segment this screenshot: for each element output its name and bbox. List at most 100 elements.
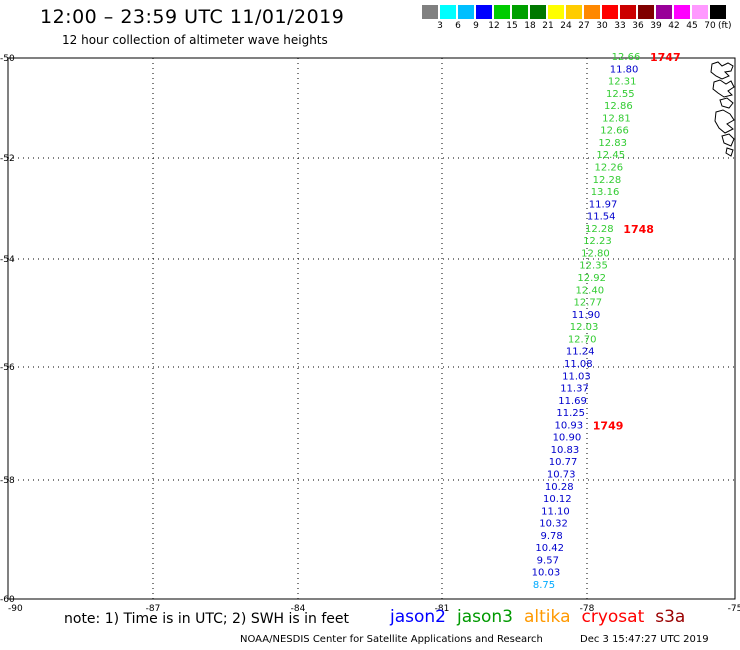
legend-item-altika: altika: [524, 607, 571, 627]
pass-id-label: 1748: [623, 223, 654, 236]
wave-height-label: 10.83: [551, 445, 580, 456]
wave-height-label: 12.35: [579, 261, 608, 272]
colorbar-label: 9: [473, 21, 479, 31]
colorbar-swatch: [512, 5, 528, 19]
wave-height-label: 8.75: [533, 580, 555, 591]
pass-id-label: 1747: [650, 51, 681, 64]
colorbar-swatch: [602, 5, 618, 19]
colorbar-swatch: [458, 5, 474, 19]
wave-height-label: 12.26: [595, 163, 624, 174]
wave-height-label: 13.16: [591, 187, 620, 198]
map-grid: [7, 57, 736, 600]
colorbar-label: 39: [650, 21, 662, 31]
wave-height-label: 11.03: [562, 371, 591, 382]
wave-height-label: 11.90: [572, 310, 601, 321]
coastline-segment: [712, 79, 735, 98]
colorbar-swatch: [440, 5, 456, 19]
wave-height-label: 12.92: [577, 273, 606, 284]
wave-height-label: 11.24: [566, 347, 595, 358]
wave-height-label: 10.12: [543, 494, 572, 505]
wave-height-label: 10.73: [547, 469, 576, 480]
wave-height-label: 12.81: [602, 113, 631, 124]
colorbar-label: 27: [578, 21, 590, 31]
colorbar-swatch: [620, 5, 636, 19]
wave-height-label: 11.80: [610, 64, 639, 75]
colorbar-label: 33: [614, 21, 626, 31]
wave-height-label: 9.57: [537, 555, 559, 566]
coastline-segment: [721, 133, 735, 147]
note-text: note: 1) Time is in UTC; 2) SWH is in fe…: [64, 611, 350, 627]
wave-height-label: 10.28: [545, 482, 574, 493]
colorbar-swatch: [530, 5, 546, 19]
wave-height-label: 11.08: [564, 359, 593, 370]
map-tick-labels: -90 -87 -84 -81 -78 -75 -50 -52 -54 -56 -58 -60: [0, 54, 740, 614]
wave-height-label: 12.03: [570, 322, 599, 333]
lon-tick-label: -87: [146, 604, 161, 614]
lon-tick-label: -84: [291, 604, 306, 614]
colorbar-swatch: [584, 5, 600, 19]
colorbar-swatch: [548, 5, 564, 19]
colorbar-label: 3: [437, 21, 443, 31]
wave-height-label: 11.10: [541, 506, 570, 517]
wave-height-label: 12.23: [583, 236, 612, 247]
colorbar-label: 70: [704, 21, 716, 31]
wave-height-label: 12.31: [608, 77, 637, 88]
colorbar-label: 12: [488, 21, 500, 31]
colorbar-swatch: [656, 5, 672, 19]
wave-height-label: 12.77: [574, 298, 603, 309]
wave-height-label: 11.37: [560, 384, 589, 395]
wave-height-label: 12.40: [575, 285, 604, 296]
coastline-south-america: [710, 61, 735, 157]
colorbar-label: 6: [455, 21, 461, 31]
wave-height-label: 11.54: [587, 212, 616, 223]
footer-timestamp: Dec 3 15:47:27 UTC 2019: [580, 634, 709, 645]
colorbar-swatch: [566, 5, 582, 19]
lon-tick-label: -90: [8, 604, 23, 614]
colorbar-swatch: [494, 5, 510, 19]
colorbar-swatch: [692, 5, 708, 19]
wave-height-label: 11.97: [589, 199, 618, 210]
wave-height-label: 12.86: [604, 101, 633, 112]
satellite-track: 12.6611.8012.3112.5512.8612.8112.6612.83…: [532, 51, 681, 591]
colorbar: [422, 5, 728, 19]
colorbar-label: 18: [524, 21, 536, 31]
wave-height-label: 12.66: [612, 52, 641, 63]
colorbar-swatch: [422, 5, 438, 19]
map-frame: [7, 57, 736, 600]
lat-tick-label: -50: [0, 54, 15, 64]
satellite-legend: jason2 jason3 altika cryosat s3a: [390, 607, 696, 627]
colorbar-swatch: [476, 5, 492, 19]
wave-height-label: 10.77: [549, 457, 578, 468]
page-subtitle: 12 hour collection of altimeter wave hei…: [62, 33, 328, 47]
colorbar-label: 45: [686, 21, 698, 31]
lon-tick-label: -81: [435, 604, 450, 614]
wave-height-label: 10.93: [554, 420, 583, 431]
lat-tick-label: -56: [0, 363, 15, 373]
wave-height-label: 10.32: [539, 519, 568, 530]
lat-tick-label: -52: [0, 154, 15, 164]
wave-height-label: 12.28: [593, 175, 622, 186]
wave-height-label: 10.90: [553, 433, 582, 444]
wave-height-label: 11.69: [558, 396, 587, 407]
colorbar-swatch: [638, 5, 654, 19]
colorbar-label: 30: [596, 21, 608, 31]
coastline-segment: [725, 147, 734, 157]
legend-item-jason2: jason2: [390, 607, 446, 627]
wave-height-label: 12.66: [600, 126, 629, 137]
lat-tick-label: -60: [0, 595, 15, 605]
wave-height-label: 12.70: [568, 334, 597, 345]
lat-tick-label: -54: [0, 255, 15, 265]
colorbar-label: 15: [506, 21, 518, 31]
wave-height-label: 12.80: [581, 248, 610, 259]
wave-height-label: 10.42: [535, 543, 564, 554]
wave-height-label: 12.28: [585, 224, 614, 235]
colorbar-swatch: [674, 5, 690, 19]
coastline-segment: [714, 109, 735, 134]
lon-tick-label: -75: [728, 604, 740, 614]
colorbar-unit: (ft): [718, 21, 732, 31]
wave-height-label: 10.03: [532, 568, 561, 579]
colorbar-label: 21: [542, 21, 554, 31]
page-title: 12:00 – 23:59 UTC 11/01/2019: [40, 6, 345, 28]
